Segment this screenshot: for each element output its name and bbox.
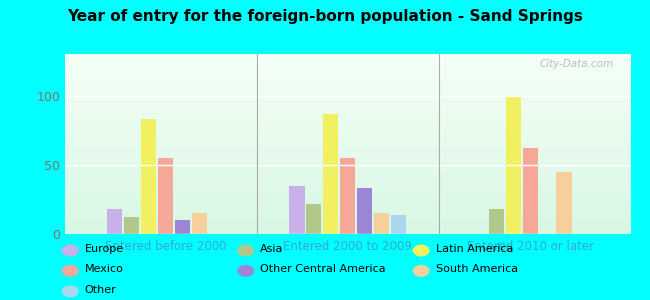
Bar [124,218,139,234]
Bar [340,158,356,234]
Bar [158,158,173,234]
Bar [506,95,521,234]
Bar [192,213,207,234]
Text: City-Data.com: City-Data.com [540,59,614,69]
Bar [489,209,504,234]
Text: South America: South America [436,264,517,274]
Text: Other: Other [84,285,116,295]
Text: Latin America: Latin America [436,244,513,254]
Text: Year of entry for the foreign-born population - Sand Springs: Year of entry for the foreign-born popul… [67,9,583,24]
Text: Europe: Europe [84,244,124,254]
Bar [175,220,190,234]
Bar [107,209,122,234]
Bar [323,113,339,234]
Text: Mexico: Mexico [84,264,124,274]
Bar [357,188,372,234]
Bar [141,119,156,234]
Text: Other Central America: Other Central America [260,264,385,274]
Bar [523,148,538,234]
Text: Asia: Asia [260,244,283,254]
Bar [306,203,322,234]
Bar [289,185,305,234]
Bar [391,214,406,234]
Bar [374,213,389,234]
Bar [556,172,571,234]
